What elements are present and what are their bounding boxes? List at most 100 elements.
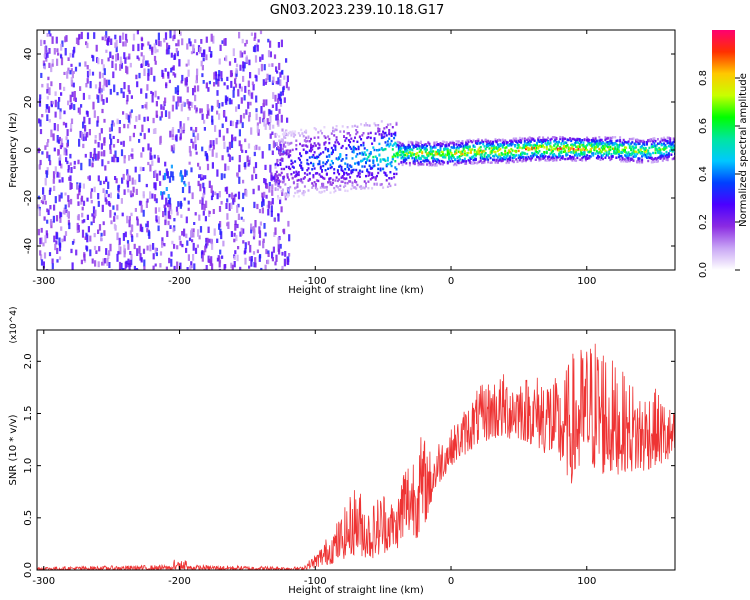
spectrogram-cell	[40, 39, 43, 46]
spectrogram-cell	[180, 174, 183, 183]
spectrogram-cell	[548, 148, 551, 151]
spectrogram-cell	[280, 152, 283, 156]
spectrogram-cell	[42, 187, 45, 195]
spectrogram-cell	[650, 161, 653, 164]
spectrogram-cell	[52, 215, 55, 223]
spectrogram-cell	[670, 143, 673, 146]
spectrogram-cell	[221, 255, 224, 259]
spectrogram-cell	[572, 137, 575, 141]
spectrogram-cell	[60, 54, 63, 59]
spectrogram-cell	[63, 147, 66, 156]
spectrogram-cell	[443, 140, 446, 144]
spectrogram-cell	[221, 102, 224, 107]
spectrogram-cell	[314, 186, 317, 190]
spectrogram-cell	[540, 153, 543, 156]
spectrogram-cell	[312, 162, 315, 166]
spectrogram-cell	[279, 162, 282, 165]
spectrogram-cell	[635, 143, 637, 146]
spectrogram-cell	[51, 36, 54, 44]
spectrogram-cell	[520, 141, 523, 144]
spectrogram-cell	[105, 248, 108, 255]
spectrogram-cell	[100, 151, 103, 157]
spectrogram-cell	[514, 139, 516, 142]
spectrogram-cell	[545, 151, 548, 154]
spectrogram-cell	[639, 152, 642, 155]
spectrogram-cell	[435, 153, 438, 156]
spectrogram-cell	[631, 138, 634, 141]
spectrogram-cell	[77, 224, 80, 233]
spectrogram-cell	[276, 70, 279, 74]
spectrogram-cell	[338, 165, 341, 168]
spectrogram-cell	[416, 147, 419, 150]
y-tick-label: 1.0	[23, 458, 34, 474]
spectrogram-cell	[501, 141, 504, 144]
spectrogram-cell	[507, 151, 510, 154]
spectrogram-cell	[155, 215, 158, 221]
spectrogram-cell	[597, 145, 600, 148]
spectrogram-cell	[338, 142, 341, 146]
spectrogram-cell	[303, 190, 306, 194]
spectrogram-cell	[650, 143, 653, 146]
spectrogram-cell	[224, 187, 227, 192]
spectrogram-cell	[203, 268, 206, 270]
spectrogram-cell	[504, 156, 507, 159]
spectrogram-cell	[383, 148, 386, 151]
spectrogram-cell	[504, 151, 507, 154]
spectrogram-cell	[39, 119, 42, 127]
spectrogram-cell	[351, 170, 354, 174]
spectrogram-cell	[221, 155, 224, 161]
spectrogram-cell	[578, 145, 581, 149]
spectrogram-cell	[274, 94, 277, 102]
spectrogram-cell	[81, 219, 84, 224]
spectrogram-cell	[199, 199, 202, 204]
spectrogram-cell	[310, 161, 312, 165]
spectrogram-cell	[614, 136, 617, 139]
spectrogram-cell	[345, 171, 348, 175]
spectrogram-cell	[167, 47, 170, 55]
spectrogram-cell	[467, 148, 470, 151]
spectrogram-cell	[187, 104, 190, 109]
spectrogram-cell	[284, 183, 287, 186]
spectrogram-cell	[429, 153, 432, 156]
spectrogram-cell	[351, 169, 354, 172]
spectrogram-cell	[570, 139, 573, 143]
spectrogram-cell	[493, 150, 496, 153]
spectrogram-cell	[204, 216, 207, 222]
spectrogram-cell	[594, 142, 597, 145]
spectrogram-cell	[358, 152, 361, 155]
spectrogram-cell	[395, 145, 398, 148]
spectrogram-cell	[586, 148, 589, 152]
spectrogram-cell	[110, 138, 113, 145]
spectrogram-cell	[366, 149, 369, 152]
spectrogram-cell	[286, 193, 289, 196]
spectrogram-cell	[109, 209, 112, 218]
spectrogram-cell	[573, 143, 576, 147]
spectrogram-cell	[417, 142, 420, 145]
spectrogram-cell	[358, 172, 361, 175]
spectrogram-cell	[517, 140, 520, 143]
spectrogram-cell	[274, 261, 277, 266]
spectrogram-cell	[542, 140, 545, 144]
spectrogram-cell	[130, 193, 133, 198]
spectrogram-cell	[465, 162, 468, 165]
spectrogram-cell	[517, 154, 520, 157]
spectrogram-cell	[518, 138, 521, 141]
spectrogram-cell	[360, 144, 363, 147]
spectrogram-cell	[470, 140, 472, 143]
spectrogram-cell	[165, 266, 168, 270]
spectrogram-cell	[282, 229, 285, 233]
spectrogram-cell	[284, 145, 287, 148]
spectrogram-cell	[278, 151, 281, 154]
spectrogram-cell	[146, 220, 149, 228]
spectrogram-cell	[671, 146, 674, 149]
spectrogram-cell	[576, 145, 579, 148]
spectrogram-cell	[388, 137, 391, 140]
spectrogram-cell	[562, 147, 565, 150]
spectrogram-cell	[400, 144, 403, 147]
spectrogram-cell	[591, 140, 593, 143]
spectrogram-cell	[501, 146, 504, 149]
spectrogram-cell	[661, 154, 664, 158]
spectrogram-cell	[394, 155, 397, 158]
spectrogram-cell	[609, 145, 612, 149]
spectrogram-cell	[340, 168, 343, 172]
